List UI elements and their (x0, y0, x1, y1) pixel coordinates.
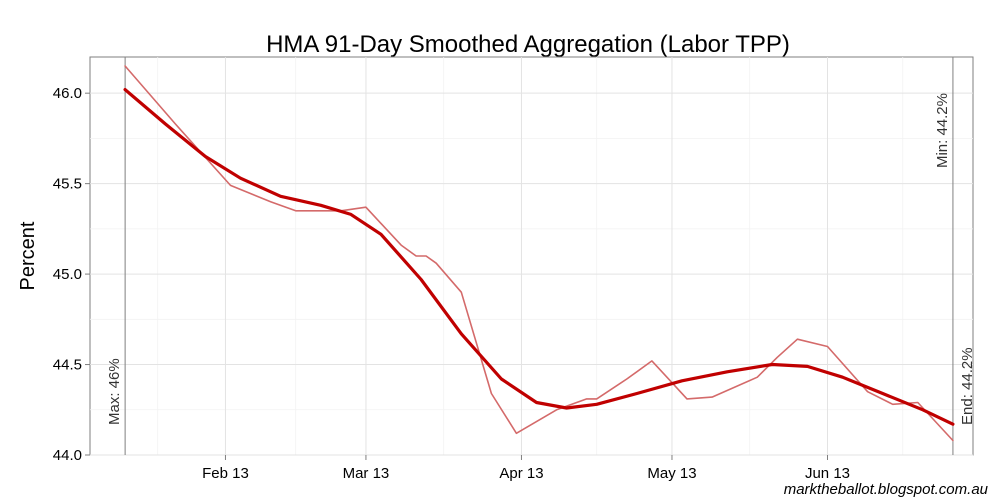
x-tick-label: Jun 13 (805, 465, 850, 482)
x-tick-label: Mar 13 (343, 465, 390, 482)
grid (90, 57, 973, 456)
y-tick-label: 44.0 (53, 447, 82, 464)
x-axis: Feb 13 Mar 13 Apr 13 May 13 Jun 13 (202, 455, 850, 482)
y-tick-label: 45.5 (53, 176, 82, 193)
raw-series-line (124, 65, 954, 442)
x-tick-label: May 13 (647, 465, 696, 482)
y-axis: 44.0 44.5 45.0 45.5 46.0 (53, 85, 90, 464)
y-tick-label: 46.0 (53, 85, 82, 102)
end-annotation: End: 44.2% (959, 347, 976, 425)
y-axis-label: Percent (17, 221, 39, 290)
annotation-labels: Max: 46% Min: 44.2% End: 44.2% (106, 93, 976, 425)
y-tick-label: 44.5 (53, 357, 82, 374)
x-tick-label: Apr 13 (499, 465, 543, 482)
series-lines (123, 65, 955, 442)
chart-title: HMA 91-Day Smoothed Aggregation (Labor T… (266, 31, 790, 58)
smoothed-series-line (123, 87, 955, 426)
max-annotation: Max: 46% (106, 358, 123, 425)
x-tick-label: Feb 13 (202, 465, 249, 482)
y-tick-label: 45.0 (53, 266, 82, 283)
source-caption: marktheballot.blogspot.com.au (784, 481, 989, 498)
min-annotation: Min: 44.2% (934, 93, 951, 168)
annotation-lines (124, 57, 954, 455)
plot-area (89, 56, 974, 456)
